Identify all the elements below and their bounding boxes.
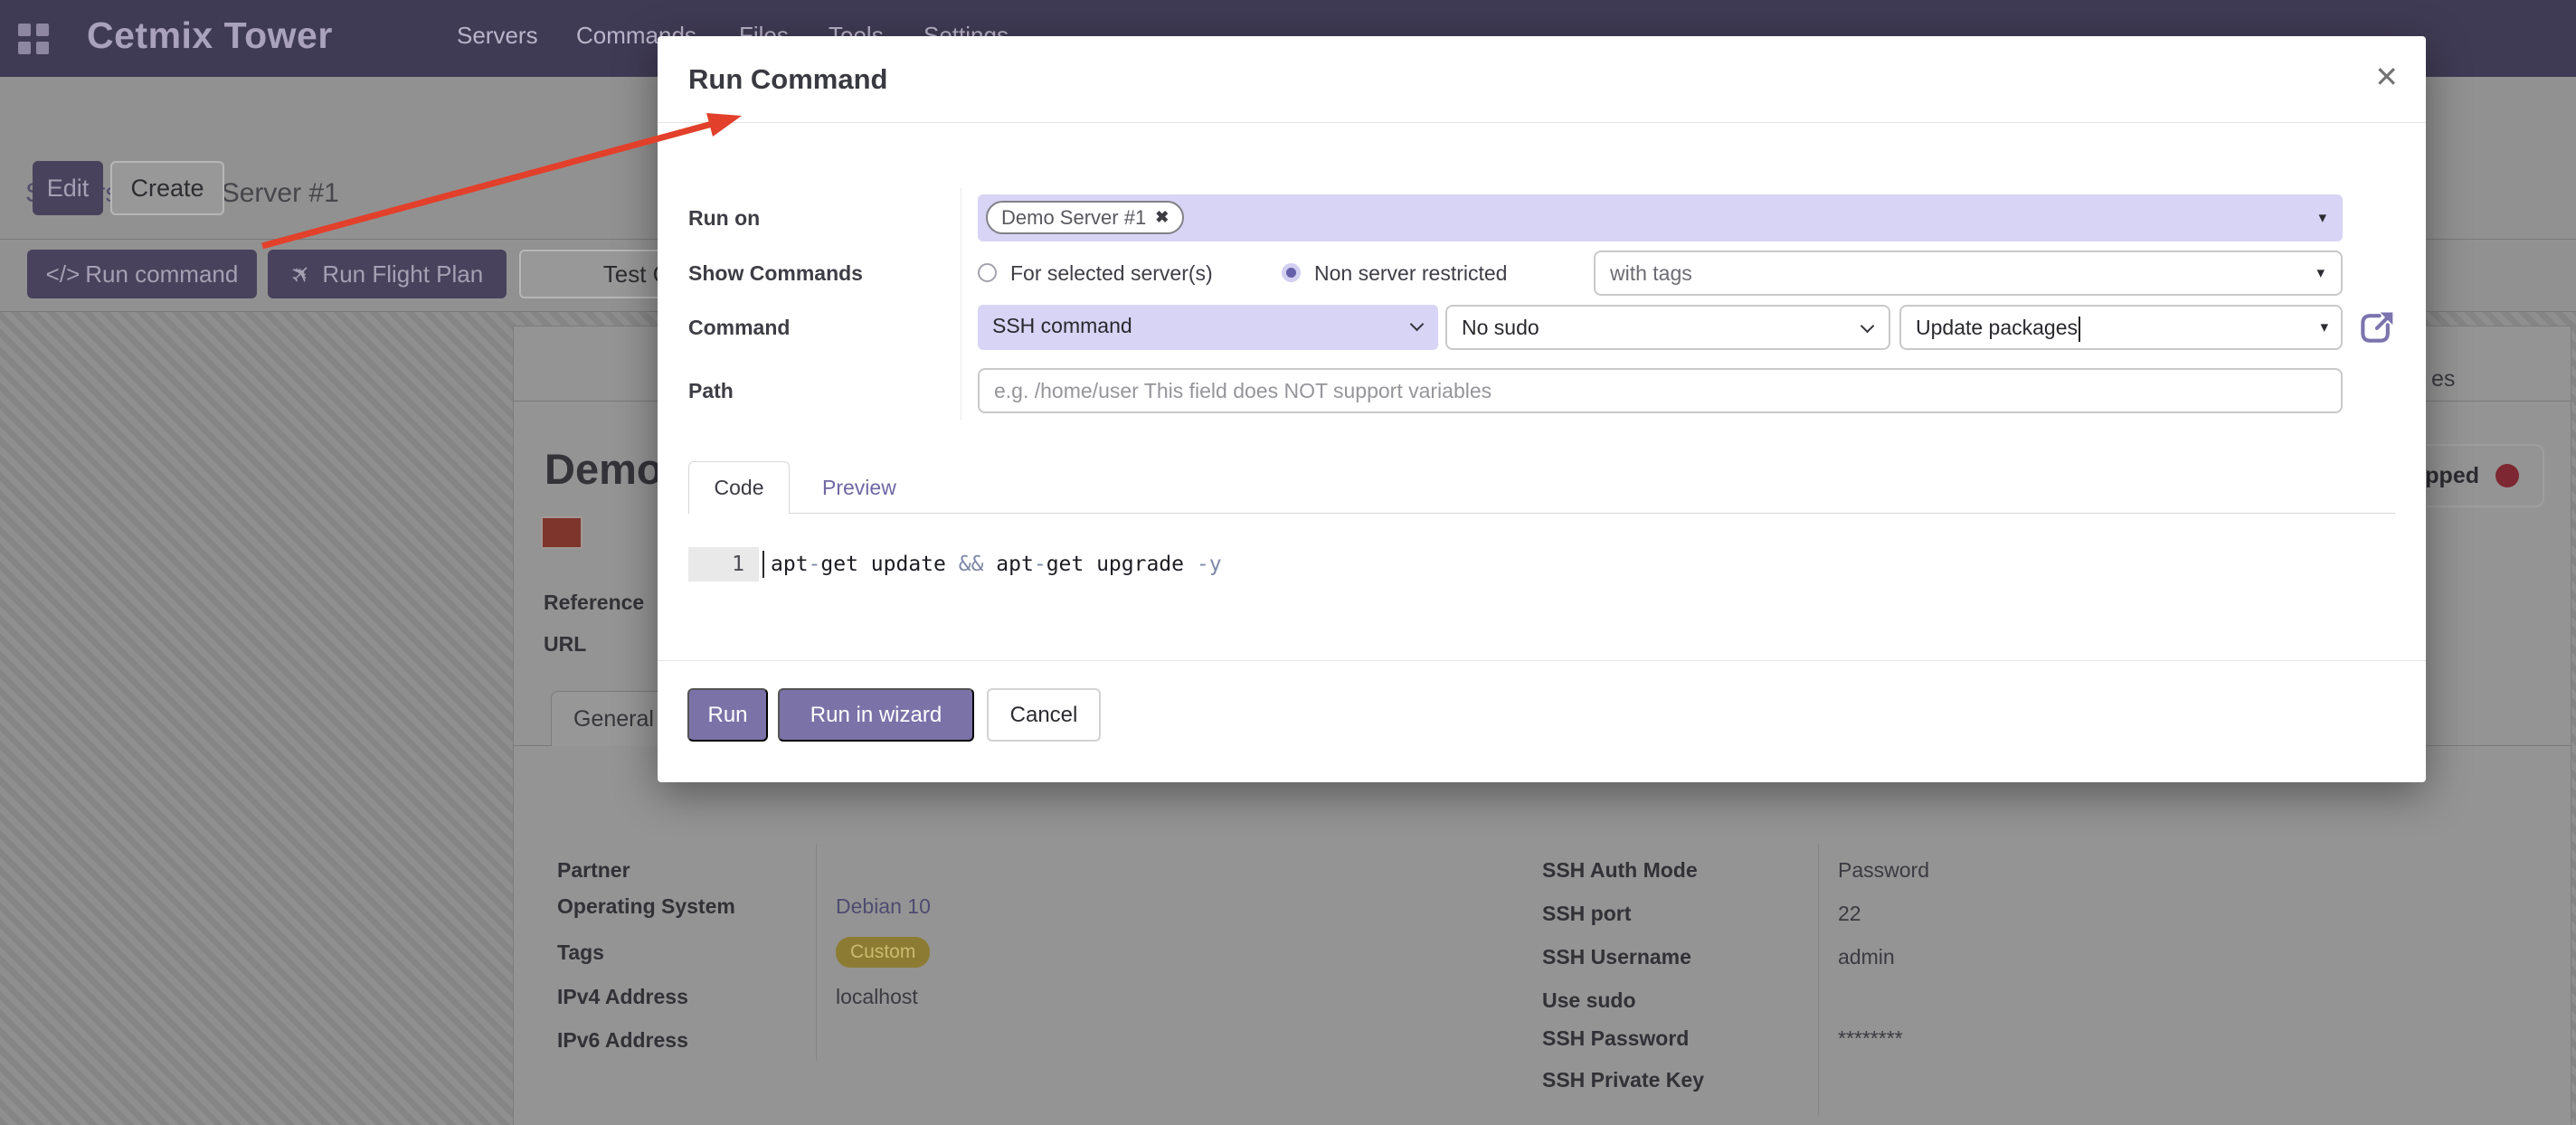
info-row-ipv6: IPv6 Address xyxy=(557,1021,836,1059)
run-on-field[interactable]: Demo Server #1 ✖ ▾ xyxy=(978,194,2343,241)
cancel-button[interactable]: Cancel xyxy=(987,688,1101,742)
field-label: SSH port xyxy=(1542,901,1632,925)
code-cursor xyxy=(762,551,764,578)
apps-grid-icon[interactable] xyxy=(18,24,49,54)
close-icon[interactable]: ✕ xyxy=(2374,61,2399,93)
info-row-tags: Tags Custom xyxy=(557,933,931,971)
info-row-os: Operating System Debian 10 xyxy=(557,887,931,925)
edit-button[interactable]: Edit xyxy=(33,161,103,215)
chevron-down-icon xyxy=(1860,318,1875,334)
info-row-ipv4: IPv4 Address localhost xyxy=(557,978,918,1016)
reference-label: Reference xyxy=(544,591,645,614)
code-line[interactable]: apt-get update && apt-get upgrade -y xyxy=(771,553,1222,576)
field-label: Tags xyxy=(557,940,604,964)
field-label: Partner xyxy=(557,857,630,882)
run-button[interactable]: Run xyxy=(687,688,768,742)
field-value: ******** xyxy=(1838,1026,1903,1050)
show-commands-label: Show Commands xyxy=(688,261,863,285)
server-chip-label: Demo Server #1 xyxy=(1001,205,1147,229)
chevron-down-icon xyxy=(1409,317,1425,332)
path-input[interactable] xyxy=(978,368,2343,413)
divider xyxy=(816,844,817,1061)
status-red-dot xyxy=(2496,464,2519,487)
info-row-ssh-password: SSH Password ******** xyxy=(1542,1019,1903,1057)
command-type-value: SSH command xyxy=(992,314,1132,337)
dialog-title: Run Command xyxy=(688,63,888,95)
run-on-label: Run on xyxy=(688,206,761,230)
dropdown-caret-icon: ▾ xyxy=(2316,264,2325,281)
field-label: SSH Auth Mode xyxy=(1542,857,1698,882)
plane-icon: ✈ xyxy=(284,257,318,291)
app-brand[interactable]: Cetmix Tower xyxy=(87,14,333,56)
run-flight-plan-button[interactable]: ✈ Run Flight Plan xyxy=(268,250,507,298)
field-value: admin xyxy=(1838,944,1895,969)
run-command-label: Run command xyxy=(85,260,239,288)
run-command-button[interactable]: </> Run command xyxy=(27,250,257,298)
os-link[interactable]: Debian 10 xyxy=(836,893,931,918)
field-label: SSH Password xyxy=(1542,1026,1690,1050)
command-label: Command xyxy=(688,316,791,339)
field-label: Operating System xyxy=(557,893,735,918)
with-tags-select[interactable]: with tags ▾ xyxy=(1594,251,2343,296)
external-link-icon[interactable] xyxy=(2356,307,2396,347)
divider xyxy=(688,513,2395,514)
radio-label-for-selected[interactable]: For selected server(s) xyxy=(1010,261,1213,285)
chip-remove-icon[interactable]: ✖ xyxy=(1155,208,1170,226)
command-combobox[interactable]: Update packages ▾ xyxy=(1899,305,2343,350)
field-label: SSH Private Key xyxy=(1542,1067,1704,1092)
run-in-wizard-button[interactable]: Run in wizard xyxy=(778,688,974,742)
server-chip: Demo Server #1 ✖ xyxy=(986,201,1185,234)
info-row-ssh-private-key: SSH Private Key xyxy=(1542,1061,1838,1099)
run-flight-plan-label: Run Flight Plan xyxy=(322,260,484,288)
tab-preview[interactable]: Preview xyxy=(822,476,896,499)
command-value: Update packages xyxy=(1916,307,2081,348)
info-row-ssh-auth: SSH Auth Mode Password xyxy=(1542,851,1929,889)
info-row-use-sudo: Use sudo xyxy=(1542,981,1838,1019)
field-label: IPv4 Address xyxy=(557,984,688,1008)
field-label: Use sudo xyxy=(1542,988,1636,1012)
radio-label-non-restricted[interactable]: Non server restricted xyxy=(1314,261,1508,285)
field-value: Custom xyxy=(816,937,931,968)
create-button[interactable]: Create xyxy=(110,161,224,215)
radio-for-selected-servers[interactable] xyxy=(978,263,997,282)
divider xyxy=(658,660,2426,661)
with-tags-value: with tags xyxy=(1610,261,1692,285)
path-label: Path xyxy=(688,379,734,402)
dialog-header: Run Command ✕ xyxy=(658,36,2426,123)
field-value: localhost xyxy=(836,984,918,1008)
field-label: SSH Username xyxy=(1542,944,1691,969)
nav-item-servers[interactable]: Servers xyxy=(457,22,538,49)
sudo-value: No sudo xyxy=(1462,316,1539,339)
info-row-partner: Partner xyxy=(557,851,836,889)
tag-badge: Custom xyxy=(836,937,931,968)
tab-code[interactable]: Code xyxy=(688,461,790,514)
code-line-number: 1 xyxy=(688,547,759,581)
server-color-avatar xyxy=(541,516,582,549)
field-value: Password xyxy=(1838,857,1929,882)
command-type-select[interactable]: SSH command xyxy=(978,305,1438,350)
dropdown-caret-icon: ▾ xyxy=(2320,318,2328,336)
field-label: IPv6 Address xyxy=(557,1027,688,1052)
divider xyxy=(1818,844,1819,1115)
code-brackets-icon: </> xyxy=(45,260,80,288)
statusbar-button-tail[interactable]: es xyxy=(2431,366,2456,392)
radio-non-server-restricted[interactable] xyxy=(1282,263,1301,282)
sudo-select[interactable]: No sudo xyxy=(1445,305,1890,350)
info-row-ssh-port: SSH port 22 xyxy=(1542,894,1861,932)
info-row-ssh-username: SSH Username admin xyxy=(1542,938,1895,976)
url-label: URL xyxy=(544,632,587,656)
run-command-dialog: Run Command ✕ Run on Show Commands Comma… xyxy=(658,36,2426,782)
dropdown-caret-icon[interactable]: ▾ xyxy=(2318,209,2326,226)
field-value: 22 xyxy=(1838,901,1861,925)
text-cursor xyxy=(2079,316,2081,342)
